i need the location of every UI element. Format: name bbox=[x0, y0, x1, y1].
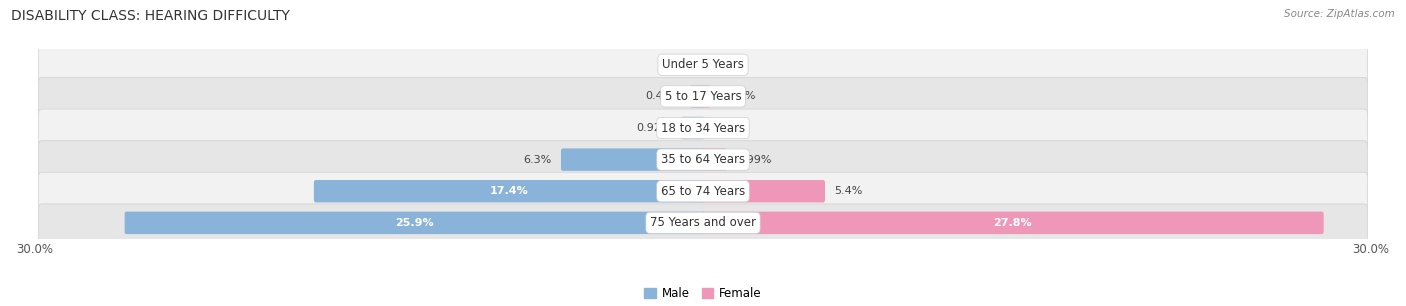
Text: Source: ZipAtlas.com: Source: ZipAtlas.com bbox=[1284, 9, 1395, 19]
FancyBboxPatch shape bbox=[702, 85, 711, 108]
FancyBboxPatch shape bbox=[681, 117, 704, 139]
Text: 0.27%: 0.27% bbox=[720, 91, 755, 101]
Text: DISABILITY CLASS: HEARING DIFFICULTY: DISABILITY CLASS: HEARING DIFFICULTY bbox=[11, 9, 290, 23]
Text: Under 5 Years: Under 5 Years bbox=[662, 58, 744, 71]
Text: 0.0%: 0.0% bbox=[664, 60, 692, 70]
Text: 0.49%: 0.49% bbox=[645, 91, 681, 101]
FancyBboxPatch shape bbox=[690, 85, 704, 108]
FancyBboxPatch shape bbox=[38, 204, 1368, 242]
FancyBboxPatch shape bbox=[38, 77, 1368, 115]
Text: 27.8%: 27.8% bbox=[993, 218, 1032, 228]
Legend: Male, Female: Male, Female bbox=[640, 282, 766, 305]
Text: 0.92%: 0.92% bbox=[636, 123, 672, 133]
FancyBboxPatch shape bbox=[314, 180, 704, 203]
Text: 6.3%: 6.3% bbox=[523, 155, 551, 165]
Text: 0.0%: 0.0% bbox=[714, 60, 742, 70]
FancyBboxPatch shape bbox=[702, 212, 1323, 234]
Text: 17.4%: 17.4% bbox=[489, 186, 529, 196]
Text: 5.4%: 5.4% bbox=[834, 186, 863, 196]
Text: 18 to 34 Years: 18 to 34 Years bbox=[661, 121, 745, 135]
Text: 5 to 17 Years: 5 to 17 Years bbox=[665, 90, 741, 103]
FancyBboxPatch shape bbox=[38, 109, 1368, 147]
FancyBboxPatch shape bbox=[38, 172, 1368, 210]
Text: 25.9%: 25.9% bbox=[395, 218, 434, 228]
FancyBboxPatch shape bbox=[702, 148, 727, 171]
Text: 0.99%: 0.99% bbox=[737, 155, 772, 165]
Text: 35 to 64 Years: 35 to 64 Years bbox=[661, 153, 745, 166]
FancyBboxPatch shape bbox=[702, 180, 825, 203]
FancyBboxPatch shape bbox=[38, 46, 1368, 84]
FancyBboxPatch shape bbox=[38, 141, 1368, 179]
FancyBboxPatch shape bbox=[561, 148, 704, 171]
Text: 0.0%: 0.0% bbox=[714, 123, 742, 133]
Text: 65 to 74 Years: 65 to 74 Years bbox=[661, 185, 745, 198]
Text: 75 Years and over: 75 Years and over bbox=[650, 216, 756, 230]
FancyBboxPatch shape bbox=[125, 212, 704, 234]
